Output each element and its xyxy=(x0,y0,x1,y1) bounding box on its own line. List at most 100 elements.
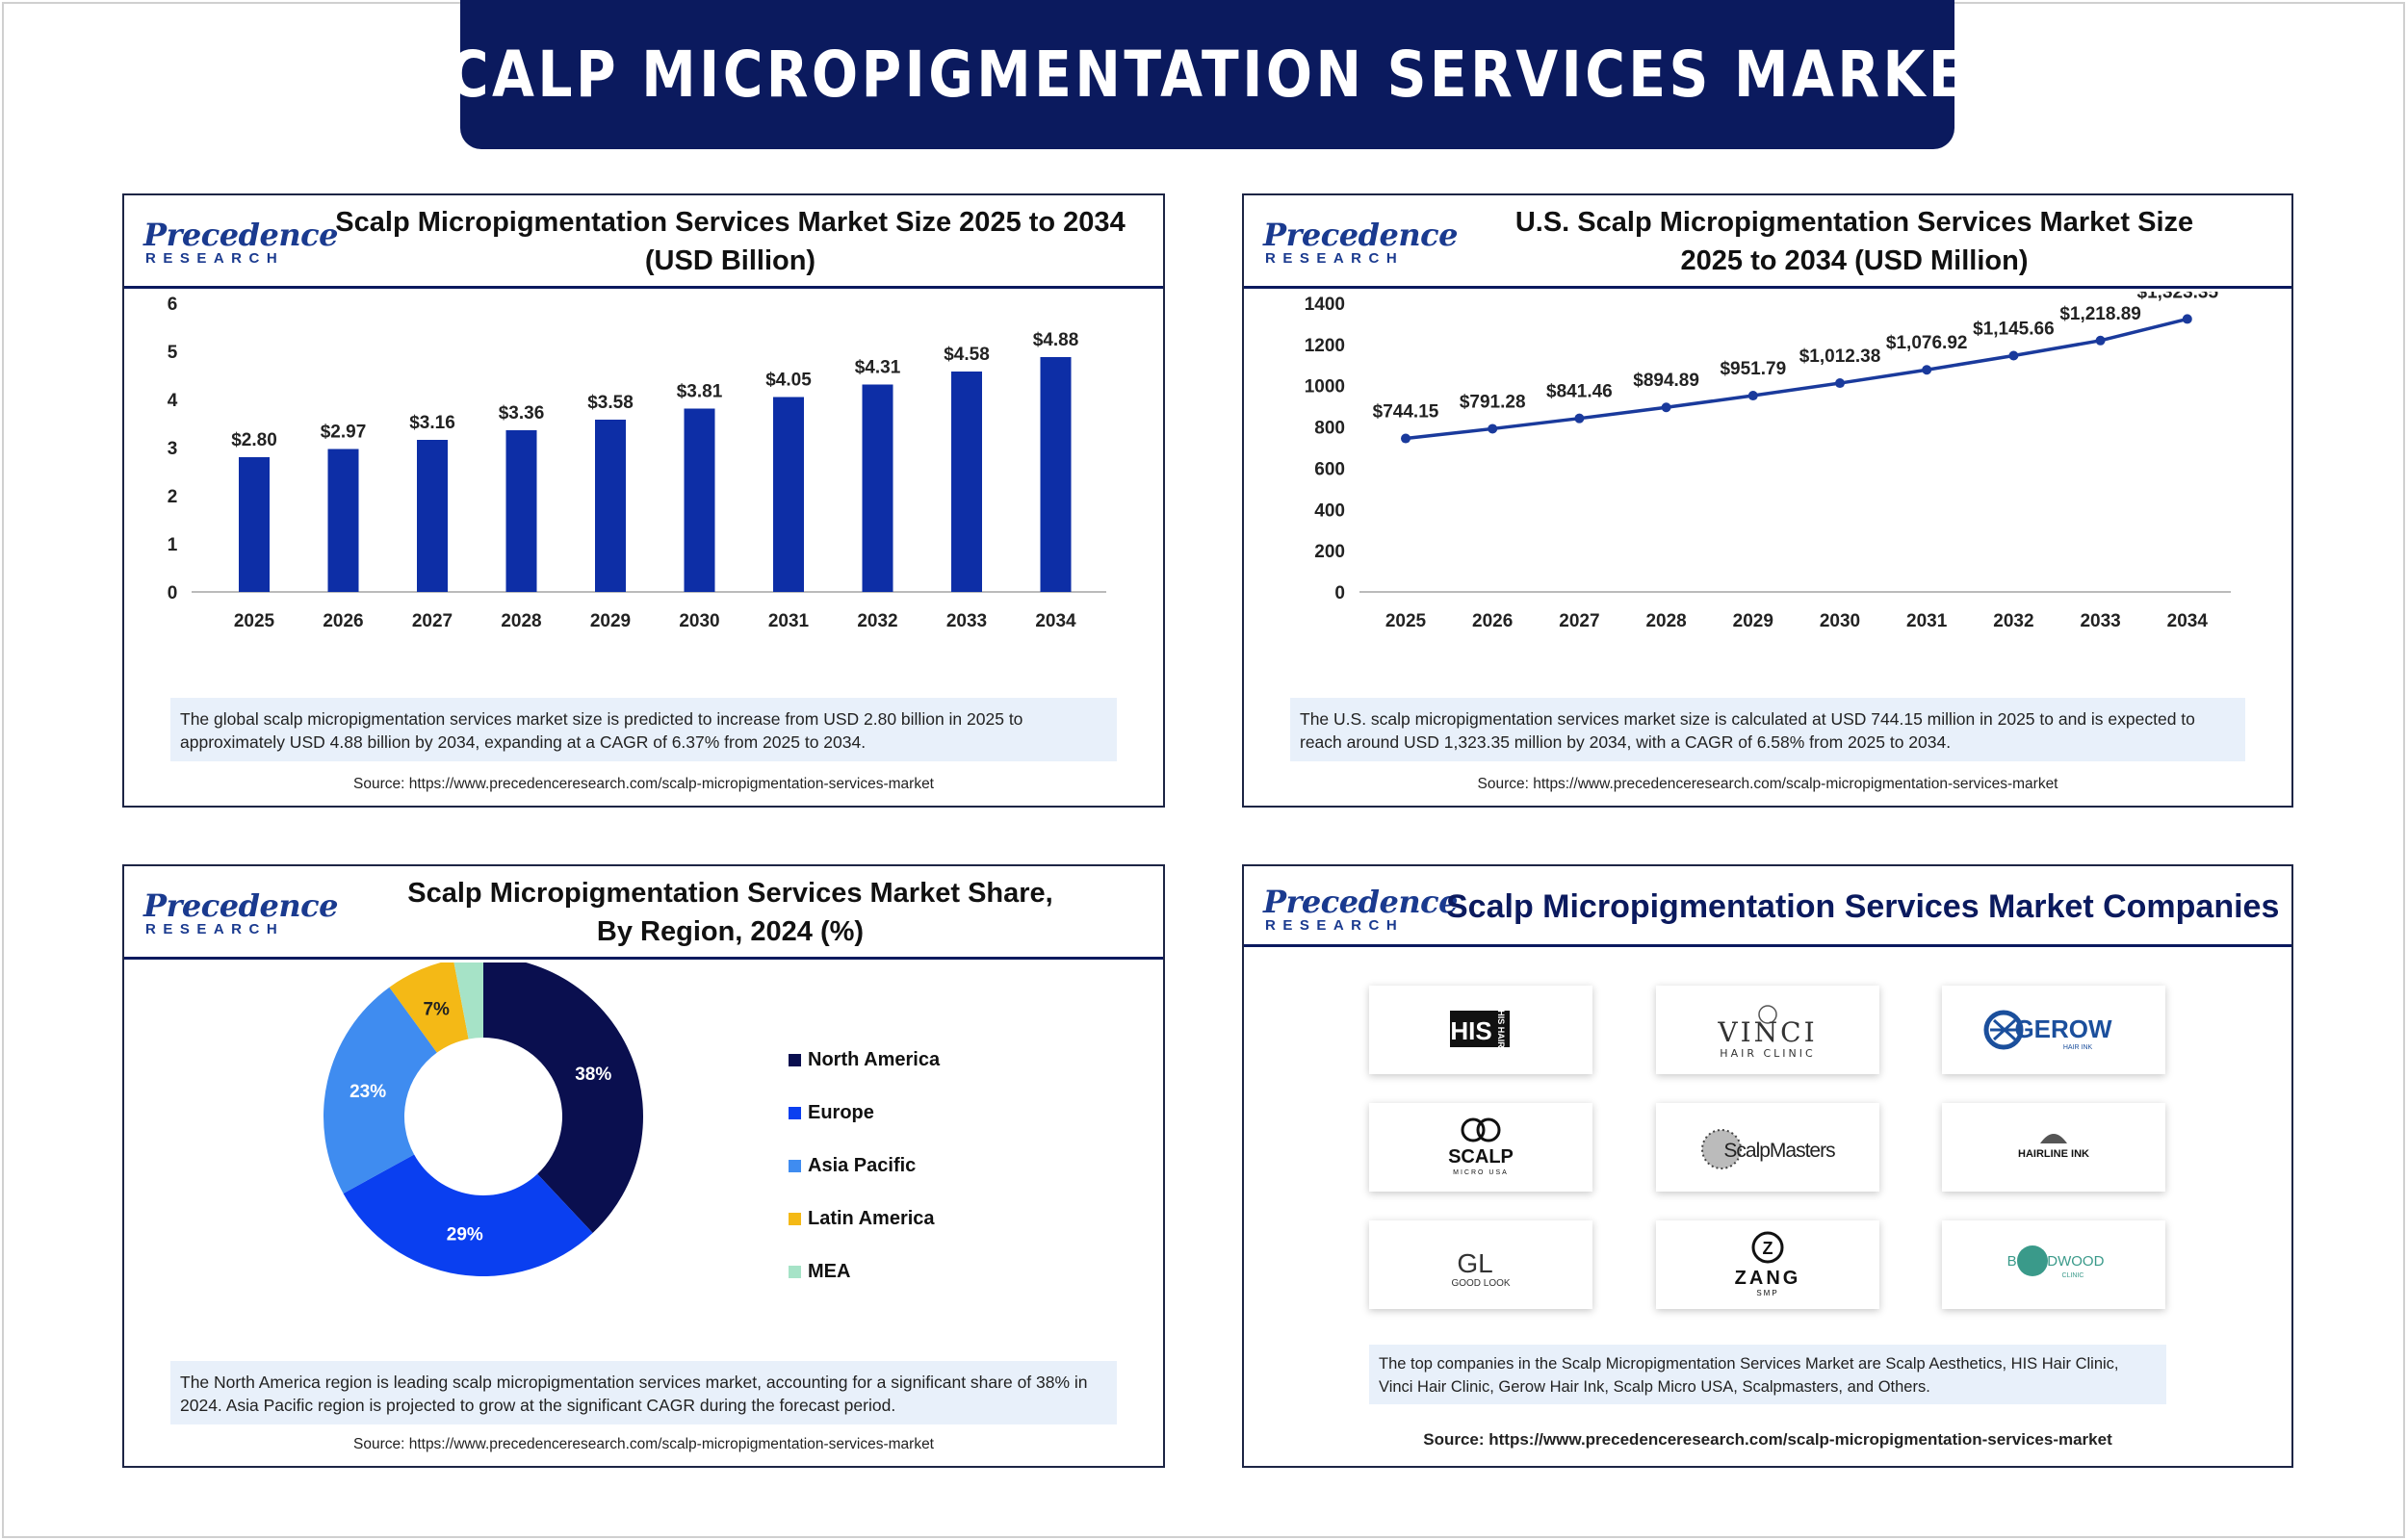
slice-label: 29% xyxy=(447,1224,483,1245)
panel-source: Source: https://www.precedenceresearch.c… xyxy=(1423,1430,2112,1449)
point-value-label: $1,145.66 xyxy=(1973,320,2055,340)
donut-slice xyxy=(343,1154,593,1276)
donut-legend: North America Europe Asia Pacific Latin Ame… xyxy=(789,1034,940,1298)
panel-source: Source: https://www.precedenceresearch.c… xyxy=(352,776,934,792)
title-line-2: By Region, 2024 (%) xyxy=(596,916,865,947)
y-tick-label: 1 xyxy=(168,535,178,555)
x-tick-label: 2027 xyxy=(1559,611,1599,631)
vinci-logo: VINCI HAIR CLINIC xyxy=(1717,1005,1817,1060)
panel-description: The U.S. scalp micropigmentation service… xyxy=(1290,698,2245,761)
bar xyxy=(417,440,448,592)
data-point xyxy=(1661,402,1671,413)
bar-value-label: $4.31 xyxy=(855,358,901,378)
precedence-logo: Precedence RESEARCH xyxy=(1263,218,1458,267)
y-tick-label: 1400 xyxy=(1305,295,1345,315)
point-value-label: $1,012.38 xyxy=(1799,346,1881,367)
logo-main-text: Precedence xyxy=(143,217,338,253)
x-tick-label: 2028 xyxy=(1645,611,1686,631)
logo-sub-text: RESEARCH xyxy=(145,250,285,267)
x-tick-label: 2031 xyxy=(1906,611,1948,631)
legend-swatch xyxy=(789,1266,801,1278)
bar xyxy=(951,372,982,592)
line-chart: 0 200 400 600 800 1000 1200 1400 $744.15 2025 $791… xyxy=(1305,292,2231,631)
bar xyxy=(773,397,804,592)
svg-text:VINCI: VINCI xyxy=(1717,1016,1817,1048)
data-point xyxy=(2182,314,2192,324)
company-logo-card: HAIRLINE INK xyxy=(1942,1103,2165,1192)
logo-sub-text: RESEARCH xyxy=(1265,917,1405,934)
bar xyxy=(505,430,537,592)
x-tick-label: 2034 xyxy=(2167,611,2209,631)
y-tick-label: 400 xyxy=(1314,500,1345,521)
us-market-size-panel: Precedence RESEARCH U.S. Scalp Micropigm… xyxy=(1242,193,2293,808)
legend-label: Europe xyxy=(808,1102,874,1123)
brandwood-logo: BRANDWOOD CLINIC xyxy=(2007,1245,2105,1279)
y-tick-label: 6 xyxy=(168,295,178,315)
company-logo-card: BRANDWOOD CLINIC xyxy=(1942,1220,2165,1309)
region-share-panel: Precedence RESEARCH Scalp Micropigmentat… xyxy=(122,864,1165,1468)
donut-slice xyxy=(389,962,469,1053)
y-tick-label: 5 xyxy=(168,343,178,363)
scalpmasters-logo: ScalpMasters xyxy=(1701,1129,1836,1169)
bar-value-label: $3.58 xyxy=(587,393,634,413)
x-tick-label: 2033 xyxy=(2080,611,2120,631)
data-point xyxy=(1922,365,1932,375)
zang-logo: Z ZANG SMP xyxy=(1735,1231,1801,1297)
x-tick-label: 2032 xyxy=(857,611,897,631)
bar-value-label: $3.81 xyxy=(677,382,723,402)
svg-text:BRANDWOOD: BRANDWOOD xyxy=(2007,1253,2105,1270)
svg-text:ZANG: ZANG xyxy=(1735,1268,1801,1289)
svg-text:HIS HAIR: HIS HAIR xyxy=(1496,1010,1506,1048)
data-point xyxy=(1747,391,1758,401)
banner: SCALP MICROPIGMENTATION SERVICES MARKET xyxy=(405,0,2006,149)
y-tick-label: 200 xyxy=(1314,542,1345,562)
panel-source: Source: https://www.precedenceresearch.c… xyxy=(352,1436,934,1452)
legend-label: Latin America xyxy=(808,1208,935,1229)
x-tick-label: 2025 xyxy=(1385,611,1427,631)
company-logo-card: VINCI HAIR CLINIC xyxy=(1656,986,1879,1074)
svg-text:CLINIC: CLINIC xyxy=(2062,1272,2084,1279)
company-logo-card: ScalpMasters xyxy=(1656,1103,1879,1192)
company-logo-card: HIS HIS HAIR xyxy=(1369,986,1592,1074)
bar xyxy=(595,420,626,592)
precedence-logo: Precedence RESEARCH xyxy=(143,889,338,937)
y-tick-label: 600 xyxy=(1314,459,1345,479)
panel-header: Precedence RESEARCH Scalp Micropigmentat… xyxy=(124,866,1163,960)
precedence-logo: Precedence RESEARCH xyxy=(1263,886,1458,934)
series-line xyxy=(1405,317,2188,441)
panel-description: The North America region is leading scal… xyxy=(170,1361,1117,1424)
point-value-label: $1,218.89 xyxy=(2059,304,2141,324)
svg-text:SMP: SMP xyxy=(1756,1289,1778,1297)
bar xyxy=(684,408,715,592)
data-point xyxy=(2095,335,2106,346)
data-point xyxy=(1488,424,1498,434)
slice-label: 23% xyxy=(349,1082,386,1102)
title-line-1: Scalp Micropigmentation Services Market … xyxy=(335,207,1126,238)
bar-value-label: $4.58 xyxy=(944,345,990,365)
companies-panel: Precedence RESEARCH Scalp Micropigmentat… xyxy=(1242,864,2293,1468)
data-point xyxy=(1401,433,1411,444)
svg-text:GL: GL xyxy=(1457,1248,1492,1278)
x-tick-label: 2026 xyxy=(323,611,363,631)
bar-value-label: $2.97 xyxy=(321,423,367,443)
donut-chart: 38%29%23%7%3% xyxy=(324,962,643,1276)
logo-sub-text: RESEARCH xyxy=(1265,250,1405,267)
title-line-2: (USD Billion) xyxy=(644,245,816,276)
legend-label: MEA xyxy=(808,1261,851,1282)
legend-swatch xyxy=(789,1213,801,1225)
title-line-2: 2025 to 2034 (USD Million) xyxy=(1680,245,2029,276)
panel-header: Precedence RESEARCH U.S. Scalp Micropigm… xyxy=(1244,195,2291,289)
his-hair-logo: HIS HIS HAIR xyxy=(1450,1010,1510,1048)
legend-label: North America xyxy=(808,1049,941,1070)
point-value-label: $744.15 xyxy=(1373,402,1439,423)
legend-item: North America xyxy=(789,1034,940,1087)
bar-value-label: $3.16 xyxy=(409,413,455,433)
legend-item: Latin America xyxy=(789,1193,940,1245)
svg-text:SCALP: SCALP xyxy=(1448,1146,1514,1168)
data-point xyxy=(1835,378,1845,389)
x-tick-label: 2032 xyxy=(1993,611,2033,631)
logo-sub-text: RESEARCH xyxy=(145,921,285,937)
gerow-logo: GEROW HAIR INK xyxy=(1983,1010,2112,1051)
title-line-1: U.S. Scalp Micropigmentation Services Ma… xyxy=(1514,207,2194,238)
x-tick-label: 2025 xyxy=(234,611,275,631)
